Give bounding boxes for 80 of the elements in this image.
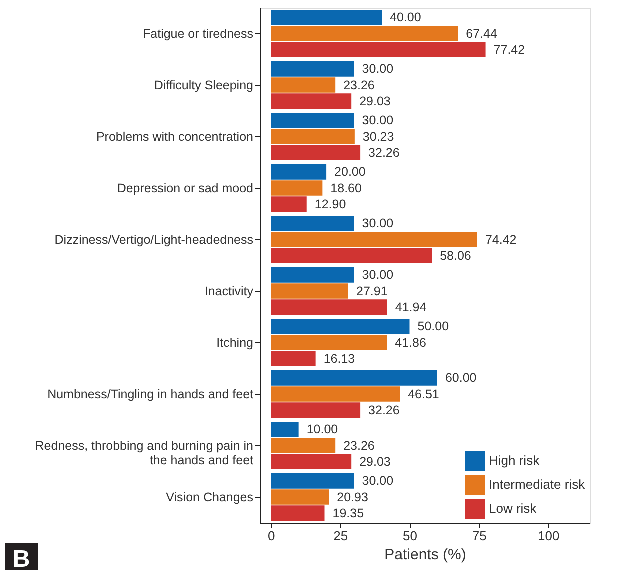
data-label: 46.51 [408,387,440,402]
y-tick-label: Numbness/Tingling in hands and feet [48,387,254,402]
bar [271,335,388,350]
data-label: 32.26 [368,146,400,160]
bar [271,26,458,42]
bar [271,438,336,454]
y-tick-label: Depression or sad mood [117,181,254,196]
data-label: 20.93 [337,490,368,504]
y-tick-label: Difficulty Sleeping [154,78,254,92]
y-tick-label: Fatigue or tiredness [143,26,254,41]
data-label: 30.00 [362,114,394,128]
y-tick-label: Itching [216,336,254,350]
bar [271,232,478,248]
bar [271,351,316,366]
data-label: 20.00 [334,165,366,180]
legend-label: Low risk [489,501,538,516]
bar [271,216,354,232]
bar [271,94,352,109]
bar [271,506,325,521]
bar [271,10,382,26]
data-label: 16.13 [324,352,356,366]
legend-label: Intermediate risk [489,477,586,492]
data-label: 23.26 [344,78,375,92]
data-label: 32.26 [368,403,400,418]
bar [271,300,388,315]
bar [271,454,352,470]
text: B [12,546,30,570]
bar [271,145,361,160]
data-label: 30.00 [362,474,394,488]
bar [271,129,355,144]
bar [271,62,354,77]
x-axis-title: Patients (%) [384,546,466,564]
x-tick-label: 25 [334,528,348,544]
data-label: 12.90 [314,197,346,212]
data-label: 10.00 [306,422,338,437]
bar [271,422,299,438]
data-label: 41.86 [395,336,427,350]
data-label: 29.03 [360,454,391,469]
legend-label: High risk [489,453,540,468]
data-label: 67.44 [466,26,498,41]
data-label: 18.60 [330,181,362,196]
bar [271,386,400,402]
y-tick-label: Dizziness/Vertigo/Light-headedness [54,232,254,247]
bar [271,268,354,283]
bar [271,474,354,489]
data-label: 58.06 [440,248,472,263]
y-tick-label: Redness, throbbing and burning pain in the hands and feet [35,438,254,468]
x-tick-label: 75 [472,528,487,544]
bar [271,196,307,212]
bar [271,180,323,196]
data-label: 30.23 [362,130,394,144]
bar [271,284,348,299]
bar [271,402,361,418]
data-label: 50.00 [418,320,450,334]
data-label: 41.94 [395,300,427,314]
bar [271,164,327,180]
y-tick-label: Vision Changes [166,490,254,504]
data-label: 77.42 [494,42,526,57]
bar [271,248,432,264]
data-label: 27.91 [356,284,388,298]
y-tick-label: Inactivity [204,284,254,298]
bar [271,490,330,505]
x-tick-label: 0 [268,528,276,544]
data-label: 74.42 [485,232,517,247]
x-tick-label: 100 [538,528,560,544]
bar [271,78,336,93]
data-label: 30.00 [362,216,394,231]
data-label: 40.00 [390,10,422,25]
x-tick-label: 50 [403,528,418,544]
data-label: 30.00 [362,62,394,76]
y-tick-label: Problems with concentration [96,130,254,144]
data-label: 29.03 [360,94,391,108]
data-label: 23.26 [344,438,375,453]
data-label: 60.00 [445,371,477,386]
data-label: 30.00 [362,268,394,282]
bar [271,370,438,386]
bar [271,42,486,58]
bar [271,113,354,128]
data-label: 19.35 [332,506,364,520]
bar [271,319,410,334]
